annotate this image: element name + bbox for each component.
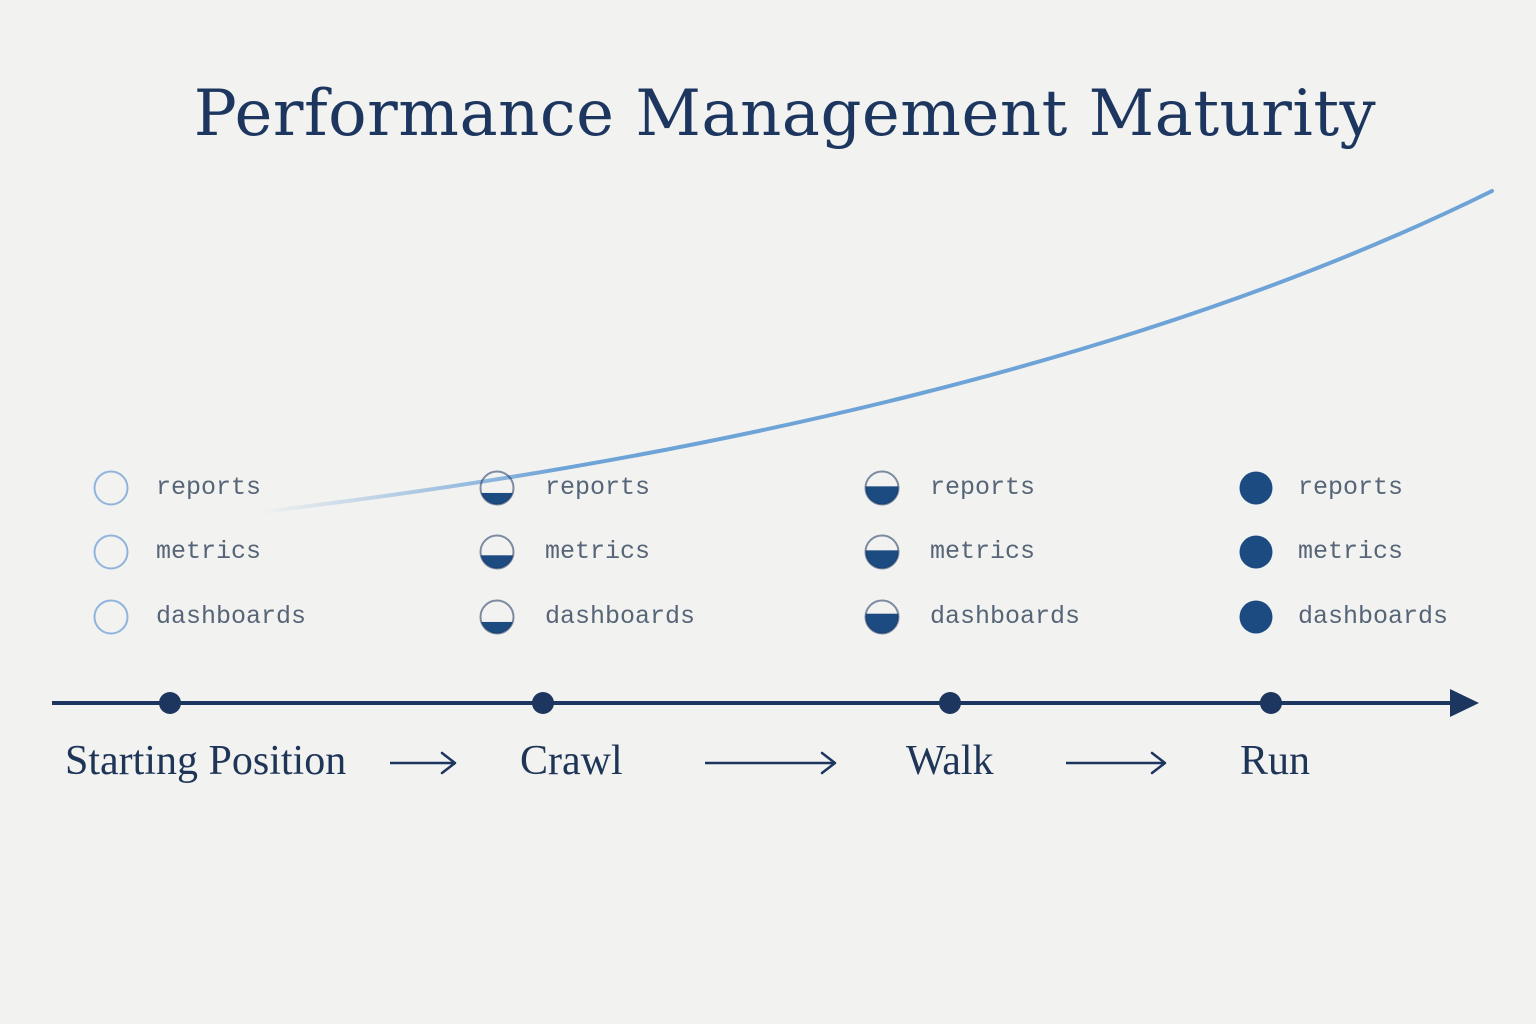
maturity-indicator-walk-dashboards	[864, 599, 900, 635]
stage-transition-arrow	[390, 751, 457, 775]
stage-transition-arrow	[705, 751, 837, 775]
maturity-indicator-run-reports	[1239, 471, 1273, 505]
maturity-indicator-walk-reports	[864, 470, 900, 506]
maturity-indicator-crawl-dashboards	[479, 599, 515, 635]
maturity-indicator-starting-position-dashboards	[93, 599, 129, 635]
maturity-indicator-starting-position-metrics	[93, 534, 129, 570]
item-label-run-dashboards: dashboards	[1298, 602, 1449, 631]
maturity-indicator-crawl-metrics	[479, 534, 515, 570]
stage-transition-arrow	[1066, 751, 1167, 775]
item-label-walk-dashboards: dashboards	[930, 602, 1081, 631]
stage-label-walk: Walk	[906, 738, 994, 784]
timeline-marker-starting-position	[159, 692, 181, 714]
item-label-crawl-metrics: metrics	[545, 537, 651, 566]
timeline-marker-crawl	[532, 692, 554, 714]
growth-curve	[258, 189, 1494, 514]
timeline-marker-run	[1260, 692, 1282, 714]
item-label-run-reports: reports	[1298, 473, 1404, 502]
item-label-crawl-reports: reports	[545, 473, 651, 502]
page-title: Performance Management Maturity	[193, 77, 1377, 151]
stage-label-run: Run	[1240, 738, 1311, 784]
maturity-indicator-run-dashboards	[1239, 600, 1273, 634]
maturity-indicator-walk-metrics	[864, 534, 900, 570]
stage-label-crawl: Crawl	[520, 738, 623, 784]
item-label-crawl-dashboards: dashboards	[545, 602, 696, 631]
item-label-starting-position-dashboards: dashboards	[156, 602, 307, 631]
maturity-indicator-crawl-reports	[479, 470, 515, 506]
item-label-starting-position-reports: reports	[156, 473, 262, 502]
timeline-marker-walk	[939, 692, 961, 714]
item-label-walk-metrics: metrics	[930, 537, 1036, 566]
maturity-indicator-run-metrics	[1239, 535, 1273, 569]
stage-label-starting-position: Starting Position	[65, 738, 347, 784]
item-label-walk-reports: reports	[930, 473, 1036, 502]
item-label-run-metrics: metrics	[1298, 537, 1404, 566]
item-label-starting-position-metrics: metrics	[156, 537, 262, 566]
timeline-arrowhead	[1450, 689, 1479, 717]
maturity-indicator-starting-position-reports	[93, 470, 129, 506]
